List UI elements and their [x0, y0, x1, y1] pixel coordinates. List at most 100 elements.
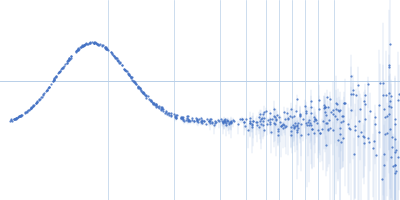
Point — [168, 112, 174, 115]
Point — [350, 152, 357, 155]
Point — [99, 43, 105, 46]
Point — [256, 115, 262, 118]
Point — [34, 100, 40, 103]
Point — [387, 127, 393, 131]
Point — [257, 117, 264, 120]
Point — [132, 81, 138, 84]
Point — [228, 120, 234, 123]
Point — [59, 66, 66, 69]
Point — [392, 138, 398, 141]
Point — [380, 164, 387, 167]
Point — [316, 99, 322, 102]
Point — [235, 122, 242, 125]
Point — [348, 108, 354, 112]
Point — [184, 117, 190, 120]
Point — [395, 155, 400, 159]
Point — [393, 169, 400, 172]
Point — [306, 122, 313, 125]
Point — [91, 41, 97, 44]
Point — [97, 42, 103, 46]
Point — [308, 128, 315, 131]
Point — [13, 116, 20, 119]
Point — [108, 51, 114, 54]
Point — [24, 109, 30, 112]
Point — [274, 113, 280, 117]
Point — [108, 51, 114, 54]
Point — [257, 122, 264, 125]
Point — [56, 70, 63, 73]
Point — [312, 118, 318, 121]
Point — [218, 117, 224, 120]
Point — [272, 122, 278, 125]
Point — [241, 124, 248, 127]
Point — [40, 92, 46, 96]
Point — [184, 115, 190, 118]
Point — [372, 116, 378, 119]
Point — [320, 103, 327, 107]
Point — [279, 124, 285, 127]
Point — [149, 101, 156, 104]
Point — [77, 46, 84, 49]
Point — [178, 117, 184, 120]
Point — [314, 121, 320, 125]
Point — [362, 102, 368, 105]
Point — [123, 69, 129, 72]
Point — [28, 106, 34, 110]
Point — [250, 120, 256, 123]
Point — [51, 78, 57, 81]
Point — [19, 113, 25, 116]
Point — [87, 41, 94, 44]
Point — [128, 75, 134, 78]
Point — [335, 138, 342, 142]
Point — [170, 112, 177, 115]
Point — [140, 90, 146, 94]
Point — [208, 117, 214, 120]
Point — [220, 121, 226, 124]
Point — [340, 115, 346, 118]
Point — [29, 105, 35, 108]
Point — [212, 120, 218, 123]
Point — [93, 42, 100, 45]
Point — [227, 119, 234, 122]
Point — [7, 119, 13, 122]
Point — [298, 134, 304, 137]
Point — [386, 63, 392, 67]
Point — [92, 40, 99, 44]
Point — [13, 116, 20, 119]
Point — [371, 123, 378, 126]
Point — [230, 119, 236, 122]
Point — [219, 119, 225, 122]
Point — [158, 106, 165, 110]
Point — [207, 119, 214, 123]
Point — [163, 111, 170, 114]
Point — [338, 121, 344, 124]
Point — [128, 76, 134, 79]
Point — [266, 111, 273, 115]
Point — [224, 119, 230, 122]
Point — [135, 85, 141, 88]
Point — [124, 71, 131, 75]
Point — [297, 113, 303, 116]
Point — [292, 109, 299, 112]
Point — [275, 133, 282, 136]
Point — [267, 117, 273, 120]
Point — [31, 103, 37, 106]
Point — [140, 90, 146, 94]
Point — [56, 70, 62, 74]
Point — [206, 120, 212, 123]
Point — [381, 107, 387, 111]
Point — [28, 106, 34, 109]
Point — [28, 106, 34, 109]
Point — [15, 115, 22, 119]
Point — [32, 101, 39, 104]
Point — [130, 80, 137, 83]
Point — [280, 123, 287, 127]
Point — [212, 122, 218, 125]
Point — [326, 119, 332, 122]
Point — [198, 119, 204, 122]
Point — [61, 64, 67, 67]
Point — [138, 90, 144, 93]
Point — [249, 124, 255, 127]
Point — [53, 75, 59, 79]
Point — [222, 119, 228, 123]
